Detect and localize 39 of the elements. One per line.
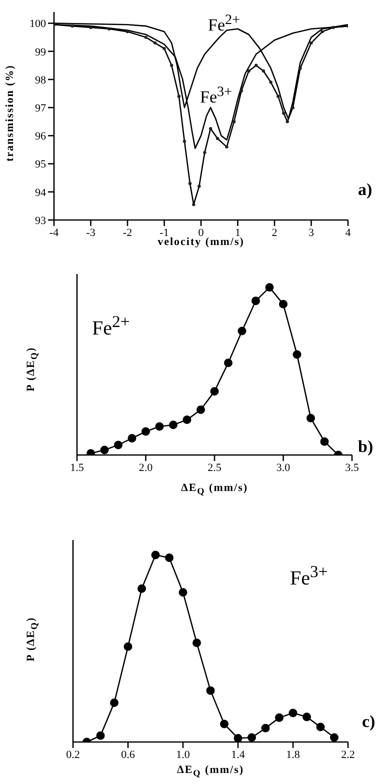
y-axis-title: transmission (%) — [4, 64, 16, 164]
y-tick-label: 97 — [35, 102, 46, 114]
series-label: Fe$^{3+}$ — [200, 84, 232, 108]
x-tick-label: 0 — [198, 226, 204, 239]
y-tick-label: 95 — [35, 158, 46, 171]
x-tick-label: 1.4 — [231, 748, 246, 761]
x-tick-label: 0.2 — [66, 748, 80, 761]
x-tick-label: 3.5 — [345, 462, 360, 474]
x-tick-label: 2 — [272, 226, 278, 239]
x-axis-title: ΔE$_{Q}$ (mm/s) — [180, 482, 250, 496]
x-axis-title: ΔE$_{Q}$ (mm/s) — [176, 764, 246, 778]
text: a) — [358, 180, 372, 200]
series-label: Fe$^{2+}$ — [208, 12, 240, 36]
x-tick-label: 2.2 — [341, 748, 355, 761]
x-tick-label: 2.0 — [138, 462, 154, 474]
x-tick-label: 1 — [235, 226, 240, 239]
x-tick-label: 1.8 — [286, 748, 300, 761]
x-tick-label: 4 — [345, 226, 352, 239]
y-tick-label: 100 — [30, 18, 46, 30]
y-tick-label: 93 — [35, 214, 46, 227]
x-axis-title: velocity (mm/s) — [158, 236, 244, 248]
x-tick-label: 1.0 — [176, 748, 190, 761]
y-tick-label: 94 — [35, 186, 46, 199]
x-tick-label: -3 — [86, 226, 96, 239]
x-tick-label: 0.6 — [121, 748, 136, 761]
x-tick-label: 1.5 — [70, 462, 84, 474]
x-tick-label: -1 — [160, 226, 169, 239]
y-tick-label: 99 — [35, 46, 46, 58]
text: c) — [362, 712, 376, 732]
x-tick-label: 3.0 — [276, 462, 291, 474]
annotation: Fe$^{3+}$ — [290, 562, 328, 591]
x-tick-label: -4 — [49, 226, 60, 239]
text: b) — [358, 437, 374, 457]
y-tick-label: 98 — [35, 74, 46, 86]
y-tick-label: 96 — [35, 130, 46, 143]
annotation: Fe$^{2+}$ — [92, 312, 130, 341]
x-tick-label: 2.5 — [208, 462, 222, 474]
x-tick-label: 3 — [308, 226, 314, 239]
x-tick-label: -2 — [122, 226, 132, 239]
